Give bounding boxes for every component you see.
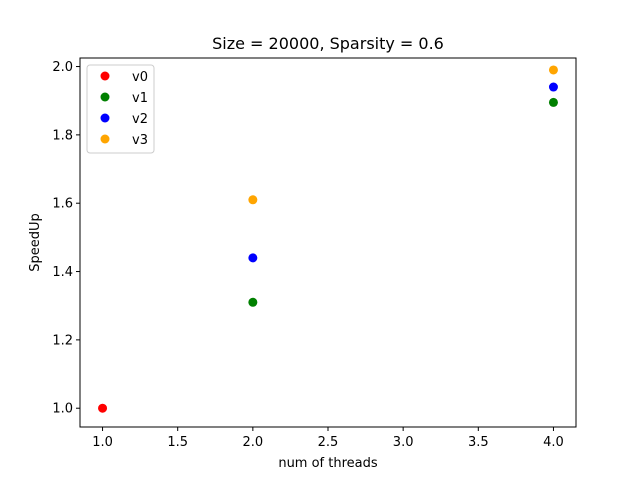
data-point-v3 <box>248 195 258 205</box>
x-tick-label: 4.0 <box>543 435 564 450</box>
y-tick-label: 1.6 <box>52 197 73 212</box>
y-axis-label: SpeedUp <box>28 213 43 272</box>
data-point-v2 <box>548 82 558 92</box>
x-tick-label: 1.0 <box>92 435 113 450</box>
legend-marker-v1 <box>100 92 110 102</box>
x-tick-label: 2.5 <box>318 435 339 450</box>
chart-title: Size = 20000, Sparsity = 0.6 <box>212 34 444 53</box>
x-tick-label: 3.0 <box>393 435 414 450</box>
y-tick-label: 1.4 <box>52 265 73 280</box>
y-axis-ticks: 1.0 1.2 1.4 1.6 1.8 2.0 <box>52 60 80 417</box>
legend-marker-v3 <box>100 134 110 144</box>
data-point-v1 <box>548 97 558 107</box>
legend-label-v2: v2 <box>132 112 148 127</box>
legend-label-v3: v3 <box>132 133 148 148</box>
legend-marker-v0 <box>100 71 110 81</box>
legend-box <box>86 64 155 154</box>
x-tick-label: 2.0 <box>243 435 264 450</box>
legend: v0 v1 v2 v3 <box>86 64 155 154</box>
data-point-v2 <box>248 253 258 263</box>
legend-label-v1: v1 <box>132 91 148 106</box>
legend-marker-v2 <box>100 113 110 123</box>
y-tick-label: 2.0 <box>52 60 73 75</box>
plot-area <box>98 65 558 413</box>
x-tick-label: 1.5 <box>167 435 188 450</box>
y-tick-label: 1.2 <box>52 333 73 348</box>
y-tick-label: 1.8 <box>52 128 73 143</box>
x-axis-ticks: 1.0 1.5 2.0 2.5 3.0 3.5 4.0 <box>92 427 564 450</box>
data-point-v0 <box>98 403 108 413</box>
x-axis-label: num of threads <box>278 456 378 471</box>
x-tick-label: 3.5 <box>468 435 489 450</box>
data-point-v1 <box>248 297 258 307</box>
data-point-v3 <box>548 65 558 75</box>
legend-label-v0: v0 <box>132 70 148 85</box>
y-tick-label: 1.0 <box>52 402 73 417</box>
